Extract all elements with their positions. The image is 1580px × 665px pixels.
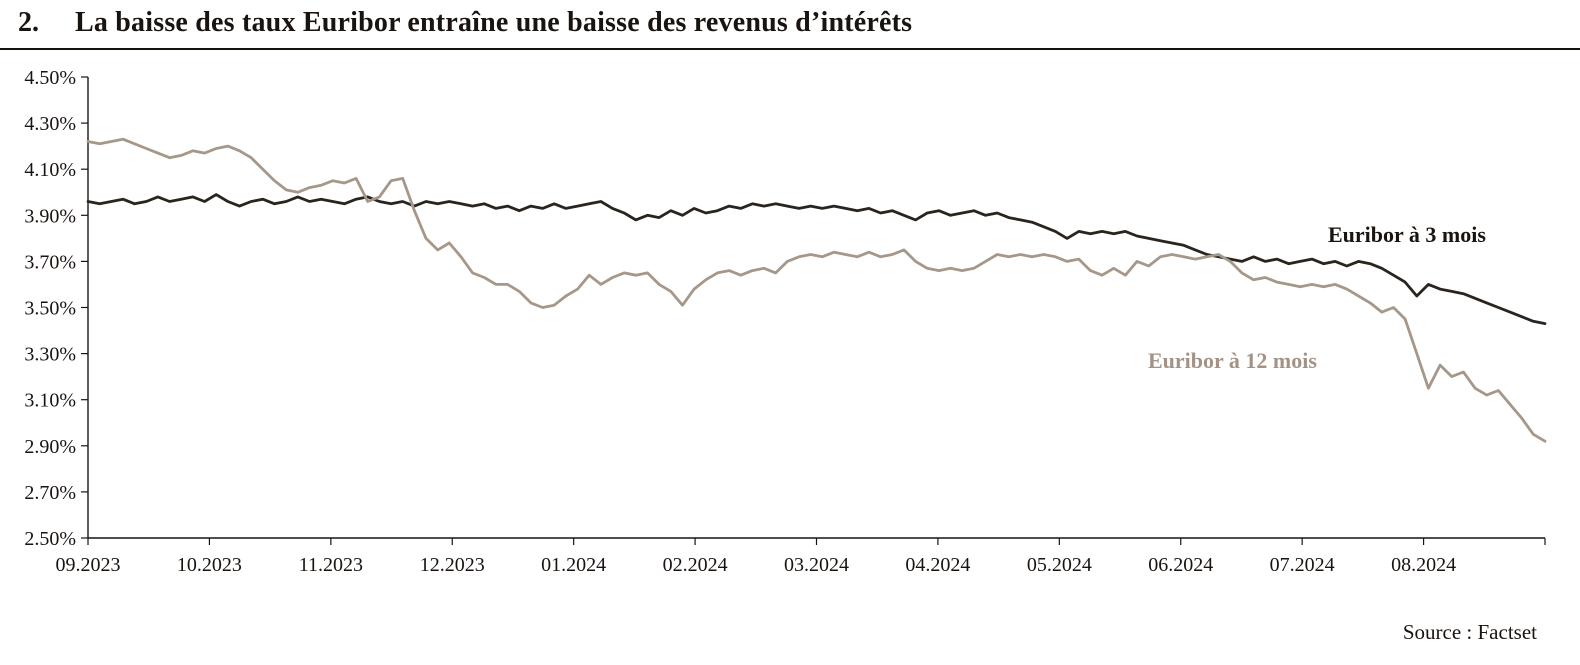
figure-header: 2. La baisse des taux Euribor entraîne u… — [0, 0, 1580, 50]
source-caption: Source : Factset — [1402, 620, 1537, 644]
series-label-euribor-12-mois: Euribor à 12 mois — [1148, 348, 1317, 373]
svg-text:3.90%: 3.90% — [24, 205, 76, 227]
svg-text:3.30%: 3.30% — [24, 344, 76, 366]
figure-number: 2. — [18, 7, 39, 38]
svg-text:4.50%: 4.50% — [24, 67, 76, 89]
svg-text:03.2024: 03.2024 — [784, 554, 849, 576]
svg-text:10.2023: 10.2023 — [177, 554, 242, 576]
svg-text:3.50%: 3.50% — [24, 298, 76, 320]
svg-text:01.2024: 01.2024 — [541, 554, 606, 576]
svg-text:06.2024: 06.2024 — [1148, 554, 1213, 576]
series-label-euribor-3-mois: Euribor à 3 mois — [1328, 222, 1486, 247]
svg-text:05.2024: 05.2024 — [1027, 554, 1092, 576]
svg-text:2.70%: 2.70% — [24, 482, 76, 504]
svg-text:2.50%: 2.50% — [24, 528, 76, 550]
svg-text:09.2023: 09.2023 — [56, 554, 121, 576]
svg-text:3.10%: 3.10% — [24, 390, 76, 412]
svg-text:07.2024: 07.2024 — [1270, 554, 1335, 576]
svg-text:02.2024: 02.2024 — [663, 554, 728, 576]
svg-text:4.30%: 4.30% — [24, 113, 76, 135]
svg-text:2.90%: 2.90% — [24, 436, 76, 458]
svg-text:3.70%: 3.70% — [24, 251, 76, 273]
page-title: La baisse des taux Euribor entraîne une … — [75, 7, 913, 38]
svg-text:04.2024: 04.2024 — [905, 554, 970, 576]
svg-text:08.2024: 08.2024 — [1391, 554, 1456, 576]
svg-text:11.2023: 11.2023 — [299, 554, 363, 576]
svg-text:12.2023: 12.2023 — [420, 554, 485, 576]
svg-text:4.10%: 4.10% — [24, 159, 76, 181]
